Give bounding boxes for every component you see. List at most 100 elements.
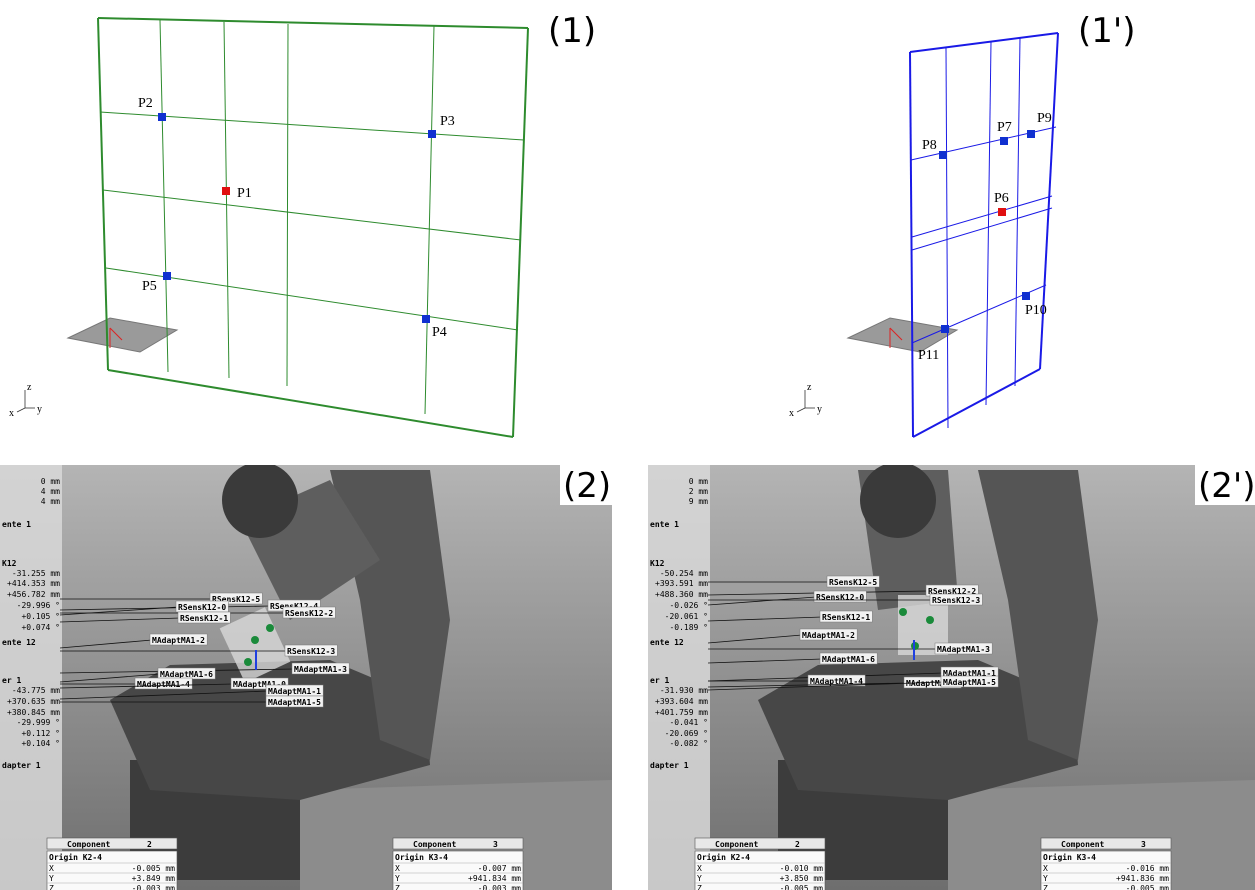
point-label: P6 [994,191,1009,206]
sidebar-value: -31.930 mm [660,686,708,695]
panel-label: (1) [548,11,596,51]
grid-line [425,26,434,414]
sidebar-value: 4 mm [41,487,60,496]
component-axis: X [1043,864,1048,873]
grid-line [946,48,948,428]
sidebar-value: +0.074 ° [21,623,60,632]
sidebar-value: 9 mm [689,497,708,506]
point-marker [939,151,947,159]
marker-label: MAdaptMA1-2 [802,631,855,640]
marker-label: RSensK12-0 [816,593,864,602]
sidebar-value: +488.360 mm [655,590,708,599]
component-value: -0.003 mm [132,884,176,890]
marker-label: RSensK12-1 [822,613,870,622]
component-number: 2 [147,840,152,849]
component-value: +941.836 mm [1116,874,1169,883]
sensor-dot [266,624,274,632]
point-marker [1027,130,1035,138]
ground-plane [68,318,177,352]
component-number: 3 [493,840,498,849]
point-label: P5 [142,279,157,294]
marker-label: MAdaptMA1-5 [943,678,996,687]
point-marker [428,130,436,138]
marker-label: MAdaptMA1-2 [152,636,205,645]
sidebar-value: -0.041 ° [669,718,708,727]
frame-edge [98,18,528,28]
component-title: Component [67,840,111,849]
component-origin: Origin K3-4 [1043,852,1096,862]
sensor-dot [244,658,252,666]
axis-cross [255,650,257,670]
grid-line [986,42,991,405]
point-marker [941,325,949,333]
sidebar-heading: K12 [2,559,17,568]
grid-line [1015,38,1020,386]
sidebar-heading: er 1 [650,676,669,685]
sidebar-value: +414.353 mm [7,579,60,588]
component-axis: Z [697,884,702,890]
sidebar-value: +393.604 mm [655,697,708,706]
sidebar-value: +401.759 mm [655,708,708,717]
axis-label: z [807,382,812,393]
axis-icon [797,408,805,412]
axis-label: y [817,404,822,415]
sidebar-value: +0.112 ° [21,729,60,738]
component-origin: Origin K2-4 [697,852,750,862]
axis-label: x [9,408,14,419]
frame-edge [513,28,528,437]
component-value: +3.849 mm [132,874,176,883]
sidebar-heading: er 1 [2,676,21,685]
point-marker [998,208,1006,216]
sidebar-value: -31.255 mm [12,569,60,578]
axis-label: y [37,404,42,415]
frame-edge [910,52,913,437]
marker-label: MAdaptMA1-3 [937,645,990,654]
point-label: P11 [918,348,939,363]
marker-label: MAdaptMA1-4 [137,680,190,689]
marker-label: RSensK12-3 [932,596,980,605]
point-label: P10 [1025,303,1047,318]
sidebar-value: +393.591 mm [655,579,708,588]
sidebar-value: 2 mm [689,487,708,496]
sidebar-heading: ente 1 [2,520,31,529]
sidebar-heading: dapter 1 [650,761,689,770]
sidebar-heading: ente 12 [650,638,684,647]
component-axis: Y [1043,874,1048,883]
sidebar-value: -0.026 ° [669,601,708,610]
point-marker [163,272,171,280]
sidebar-value: -0.189 ° [669,623,708,632]
frame-edge [913,369,1040,437]
component-value: -0.005 mm [780,884,824,890]
panel-label: (2) [563,466,611,506]
component-value: -0.010 mm [780,864,824,873]
sidebar-value: -29.999 ° [17,718,60,727]
frame-edge [1040,33,1058,369]
frame-edge [98,18,108,370]
sidebar-value: +380.845 mm [7,708,60,717]
component-origin: Origin K2-4 [49,852,102,862]
sidebar-value: +370.635 mm [7,697,60,706]
component-value: -0.003 mm [478,884,522,890]
sidebar-value: -20.061 ° [665,612,708,621]
frame-edge [910,33,1058,52]
component-value: -0.005 mm [132,864,176,873]
point-label: P3 [440,114,455,129]
component-axis: Y [697,874,702,883]
point-label: P7 [997,120,1012,135]
sensor-dot [926,616,934,624]
photo-panel: 0 mm2 mm9 mmente 1K12-50.254 mm+393.591 … [648,462,1255,890]
point-marker [1022,292,1030,300]
sidebar-heading: dapter 1 [2,761,41,770]
component-axis: Y [395,874,400,883]
sidebar-value: +456.782 mm [7,590,60,599]
component-number: 3 [1141,840,1146,849]
sensor-dot [899,608,907,616]
marker-label: RSensK12-3 [287,647,335,656]
marker-label: MAdaptMA1-6 [822,655,875,664]
component-axis: Z [395,884,400,890]
sidebar-value: -29.996 ° [17,601,60,610]
component-axis: X [697,864,702,873]
grid-line [287,24,288,386]
